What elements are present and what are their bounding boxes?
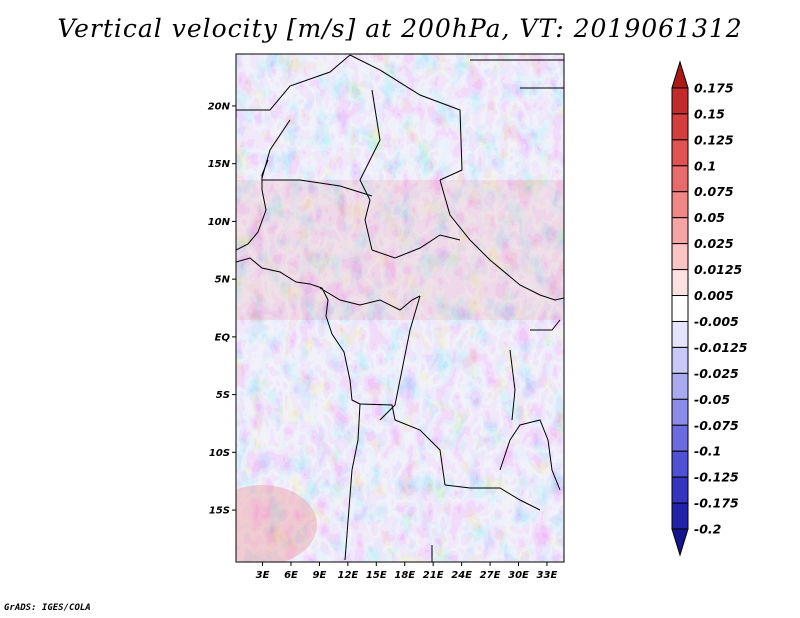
colorbar-swatch: [671, 217, 689, 245]
colorbar-swatch: [671, 346, 689, 374]
lat-label: 20N: [208, 101, 231, 112]
colorbar-label: 0.125: [694, 132, 734, 147]
colorbar-swatch: [671, 528, 689, 557]
colorbar-label: 0.005: [694, 288, 734, 303]
colorbar-label: 0.175: [694, 80, 734, 95]
lon-label: 24E: [451, 570, 472, 581]
lon-label: 3E: [256, 570, 270, 581]
lat-label: 15S: [209, 506, 230, 517]
country-borders: [236, 54, 564, 562]
colorbar-swatch: [671, 295, 689, 322]
colorbar-label: -0.1: [694, 444, 721, 459]
colorbar-label: 0.1: [694, 158, 716, 173]
grads-credit: GrADS: IGES/COLA: [4, 603, 91, 613]
colorbar-swatch: [671, 476, 689, 504]
map-title: Vertical velocity [m/s] at 200hPa, VT: 2…: [57, 14, 743, 43]
colorbar-label: -0.005: [694, 314, 739, 329]
colorbar-label: -0.05: [694, 392, 730, 407]
colorbar: [671, 60, 689, 557]
colorbar-label: -0.2: [694, 522, 721, 537]
colorbar-swatch: [671, 372, 689, 400]
colorbar-swatch: [671, 320, 689, 348]
lat-label: 5N: [215, 275, 231, 286]
colorbar-label: 0.075: [694, 184, 734, 199]
colorbar-swatch: [671, 139, 689, 167]
lon-label: 9E: [313, 570, 327, 581]
lat-label: EQ: [215, 332, 231, 343]
colorbar-label: -0.175: [694, 496, 739, 511]
lon-label: 30E: [508, 570, 529, 581]
colorbar-swatch: [671, 113, 689, 141]
colorbar-swatch: [671, 243, 689, 271]
lon-label: 15E: [366, 570, 387, 581]
lon-label: 18E: [394, 570, 415, 581]
colorbar-swatch: [671, 269, 689, 297]
colorbar-label: 0.0125: [694, 262, 743, 277]
lon-label: 33E: [537, 570, 558, 581]
velocity-field: [236, 54, 564, 562]
colorbar-swatch: [671, 87, 689, 115]
lat-label: 15N: [208, 159, 231, 170]
colorbar-swatch: [671, 450, 689, 478]
colorbar-label: 0.05: [694, 210, 725, 225]
lat-label: 10N: [208, 217, 231, 228]
lon-label: 27E: [480, 570, 501, 581]
colorbar-swatch: [671, 165, 689, 193]
lat-label: 10S: [209, 448, 230, 459]
colorbar-label: 0.025: [694, 236, 734, 251]
colorbar-swatch: [671, 398, 689, 426]
plot-frame: [235, 53, 565, 563]
lon-label: 6E: [284, 570, 298, 581]
colorbar-label: 0.15: [694, 106, 725, 121]
colorbar-swatch: [671, 502, 689, 530]
lon-label: 21E: [423, 570, 444, 581]
lat-label: 5S: [216, 390, 230, 401]
colorbar-label: -0.025: [694, 366, 739, 381]
colorbar-swatch: [671, 191, 689, 219]
colorbar-swatch: [671, 60, 689, 89]
colorbar-label: -0.0125: [694, 340, 748, 355]
colorbar-label: -0.125: [694, 470, 739, 485]
lon-label: 12E: [337, 570, 358, 581]
colorbar-swatch: [671, 424, 689, 452]
colorbar-label: -0.075: [694, 418, 739, 433]
